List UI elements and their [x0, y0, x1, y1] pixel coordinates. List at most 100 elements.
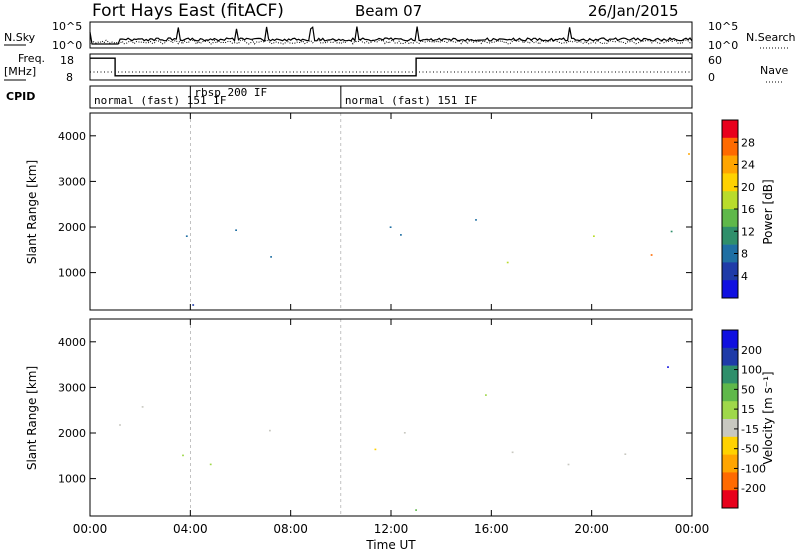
colorbar-tick-label: 12 — [741, 225, 755, 238]
data-cell — [403, 432, 406, 434]
power-y-ticks: 1000 2000 3000 4000 — [58, 130, 692, 280]
colorbar-segment — [722, 280, 738, 299]
colorbar-segment — [722, 419, 738, 438]
colorbar-segment — [722, 173, 738, 192]
data-cell — [269, 429, 271, 432]
nsky-label: N.Sky — [4, 31, 36, 44]
colorbar-segment — [722, 120, 738, 139]
x-tick-label: 00:00 — [675, 522, 710, 536]
colorbar-segment — [722, 365, 738, 384]
x-tick-label: 12:00 — [374, 522, 409, 536]
y-tick-label: 4000 — [58, 130, 86, 143]
colorbar-segment — [722, 401, 738, 420]
colorbar-tick-label: -100 — [741, 462, 766, 475]
nsearch-line — [89, 39, 693, 45]
cpid-label-1: rbsp 200 IF — [194, 86, 267, 99]
nave-label: Nave — [760, 64, 788, 77]
freq-tick-top: 18 — [60, 54, 74, 67]
colorbar-tick-label: 50 — [741, 383, 755, 396]
data-cell — [389, 226, 392, 228]
colorbar-segment — [722, 226, 738, 245]
colorbar-tick-label: 20 — [741, 181, 755, 194]
beam-label: Beam 07 — [355, 2, 422, 20]
data-cell — [192, 304, 195, 306]
data-cell — [485, 394, 487, 396]
data-cell — [475, 219, 477, 221]
x-axis-label: Time UT — [365, 538, 416, 552]
colorbar-tick-label: 200 — [741, 344, 762, 357]
power-heatmap — [185, 113, 690, 310]
velocity-colorbar: 200 100 50 15 -15 -50 -100 -200 — [721, 329, 766, 509]
colorbar-segment — [722, 436, 738, 455]
nsearch-tick-bottom: 10^0 — [708, 39, 738, 52]
y-tick-label: 2000 — [58, 427, 86, 440]
data-cell — [567, 463, 570, 466]
colorbar-tick-label: 8 — [741, 248, 748, 261]
velocity-panel-frame — [89, 318, 693, 517]
y-tick-label: 1000 — [58, 267, 86, 280]
radar-title: Fort Hays East (fitACF) — [92, 1, 284, 21]
colorbar-segment — [722, 262, 738, 281]
x-tick-label: 16:00 — [474, 522, 509, 536]
data-cell — [624, 453, 627, 455]
colorbar-tick-label: 24 — [741, 159, 755, 172]
nsky-panel — [89, 21, 693, 49]
data-cell — [235, 229, 237, 231]
power-panel-frame — [89, 112, 693, 311]
data-cell — [511, 451, 514, 454]
data-cell — [119, 424, 121, 426]
data-cell — [667, 366, 669, 368]
y-tick-label: 1000 — [58, 473, 86, 486]
colorbar-tick-label: 15 — [741, 403, 755, 416]
freq-lines — [90, 57, 692, 77]
data-cell — [415, 509, 417, 511]
colorbar-tick-label: 16 — [741, 203, 755, 216]
freq-tick-bottom: 8 — [66, 71, 73, 84]
colorbar-segment — [722, 155, 738, 174]
power-colorbar: 28 24 20 16 12 8 4 — [721, 119, 755, 299]
nsearch-tick-top: 10^5 — [708, 20, 738, 33]
x-tick-label: 00:00 — [73, 522, 108, 536]
y-tick-label: 3000 — [58, 381, 86, 394]
velocity-colorbar-label: Velocity [m s⁻¹] — [761, 371, 775, 464]
freq-series-line — [90, 57, 692, 77]
colorbar-tick-label: 28 — [741, 136, 755, 149]
y-tick-label: 2000 — [58, 221, 86, 234]
colorbar-tick-label: 4 — [741, 270, 748, 283]
data-cell — [650, 254, 653, 256]
colorbar-segment — [722, 472, 738, 491]
data-cell — [185, 235, 188, 237]
freq-unit-label: [MHz] — [4, 65, 36, 78]
y-tick-label: 4000 — [58, 336, 86, 349]
cpid-label: CPID — [6, 90, 35, 103]
colorbar-tick-label: 100 — [741, 364, 762, 377]
data-cell — [400, 234, 402, 236]
colorbar-segment — [722, 137, 738, 156]
colorbar-segment — [722, 244, 738, 263]
colorbar-segment — [722, 454, 738, 473]
data-cell — [506, 261, 509, 264]
colorbar-segment — [722, 330, 738, 349]
x-axis-ticks: 00:00 04:00 08:00 12:00 16:00 20:00 00:00 — [73, 113, 710, 536]
cpid-label-0: normal (fast) 151 IF — [94, 94, 226, 107]
power-colorbar-label: Power [dB] — [761, 179, 775, 244]
data-cell — [688, 153, 690, 155]
nsky-tick-top: 10^5 — [52, 20, 82, 33]
data-cell — [182, 454, 184, 457]
data-cell — [141, 406, 144, 408]
nsky-line — [89, 26, 693, 45]
nsearch-label: N.Search — [746, 31, 796, 44]
nave-tick-top: 60 — [708, 54, 722, 67]
nave-tick-bottom: 0 — [708, 71, 715, 84]
colorbar-segment — [722, 383, 738, 402]
nsky-tick-bottom: 10^0 — [52, 39, 82, 52]
freq-label: Freq. — [18, 52, 45, 65]
colorbar-segment — [722, 209, 738, 228]
date-label: 26/Jan/2015 — [588, 2, 679, 20]
data-cell — [270, 256, 272, 258]
freq-panel — [89, 53, 693, 81]
colorbar-tick-label: -15 — [741, 423, 759, 436]
cpid-label-2: normal (fast) 151 IF — [345, 94, 477, 107]
